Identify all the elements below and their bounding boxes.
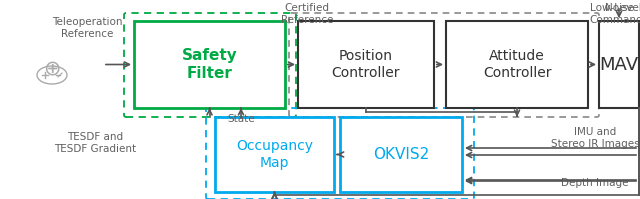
- Bar: [134, 21, 285, 108]
- Bar: [446, 21, 588, 108]
- Bar: [298, 21, 434, 108]
- Bar: [599, 21, 639, 108]
- Text: Noise: Noise: [605, 3, 634, 13]
- Text: Certified
Reference: Certified Reference: [281, 3, 333, 25]
- Text: TESDF and
TESDF Gradient: TESDF and TESDF Gradient: [54, 132, 136, 154]
- Text: IMU and
Stereo IR Images: IMU and Stereo IR Images: [550, 127, 639, 149]
- Text: ⊕: ⊕: [44, 58, 61, 78]
- Text: Safety
Filter: Safety Filter: [182, 48, 237, 81]
- Text: Teleoperation
Reference: Teleoperation Reference: [52, 17, 122, 39]
- Text: OKVIS2: OKVIS2: [373, 147, 429, 162]
- Text: Low-Level
Command: Low-Level Command: [589, 3, 640, 25]
- Bar: [215, 117, 334, 192]
- Text: Depth Image: Depth Image: [561, 178, 628, 188]
- Text: Attitude
Controller: Attitude Controller: [483, 49, 551, 80]
- Text: Occupancy
Map: Occupancy Map: [236, 139, 313, 170]
- Bar: [340, 117, 462, 192]
- Text: Position
Controller: Position Controller: [332, 49, 400, 80]
- Text: MAV: MAV: [600, 56, 639, 73]
- Text: State: State: [227, 114, 255, 124]
